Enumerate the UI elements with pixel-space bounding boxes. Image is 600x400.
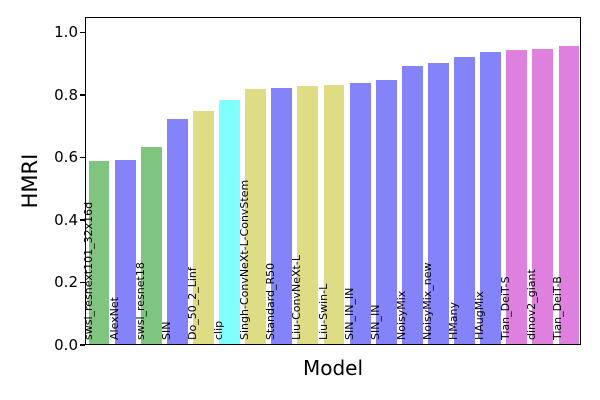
y-tick-mark [80, 281, 85, 284]
x-axis-label: Model [302, 356, 364, 380]
bar-label: SIN [159, 321, 173, 340]
bar [532, 48, 554, 344]
bar [480, 51, 502, 344]
bar-label: Liu-ConvNeXt-L [290, 255, 304, 340]
bar-label: swsl_resnext101_32x16d [81, 201, 95, 340]
bar [506, 50, 528, 344]
bar-label: HAugMix [473, 291, 487, 340]
bar-label: HMany [447, 302, 461, 340]
bar-label: Do_50_2_Linf [185, 267, 199, 340]
y-tick-label: 0.4 [54, 210, 78, 229]
y-axis-label: HMRI [18, 153, 42, 209]
bar [558, 45, 580, 344]
bar [114, 159, 136, 344]
bar [401, 65, 423, 344]
bar [193, 111, 214, 344]
bar [375, 80, 397, 344]
bar-label: clip [212, 320, 226, 340]
plot-area: swsl_resnext101_32x16d AlexNet swsl_resnet… [81, 17, 581, 345]
y-tick-mark [80, 219, 85, 221]
bar-label: Standard_R50 [264, 262, 278, 340]
y-tick-mark [80, 94, 85, 96]
bar-label: Singh-ConvNeXt-L-ConvStem [238, 179, 252, 340]
bar-label: AlexNet [107, 297, 121, 340]
y-tick-mark [80, 156, 85, 159]
bar [245, 89, 267, 344]
bar [427, 62, 449, 344]
y-tick-mark [80, 31, 85, 34]
bar-label: SIN_IN_IN [342, 287, 356, 340]
bar [297, 86, 319, 344]
bar-label: NoisyMix_new [420, 262, 434, 340]
y-tick-label: 0.6 [54, 148, 78, 167]
bar-label: dinov2_giant [525, 269, 539, 340]
y-tick-mark [80, 344, 85, 346]
bar-label: SIN_IN [368, 304, 382, 340]
bar-label: Liu-Swin-L [316, 283, 330, 340]
bar [323, 84, 345, 344]
bar [140, 147, 162, 344]
bar [219, 100, 240, 344]
y-tick-label: 0.8 [54, 85, 78, 104]
bar [166, 119, 188, 344]
bar-label: NoisyMix [394, 290, 408, 340]
y-tick-label: 0.2 [54, 273, 78, 292]
bar [271, 87, 293, 344]
bar [454, 56, 475, 344]
y-tick-label: 0.0 [54, 335, 78, 354]
bar-label: Tian_DeiT-S [499, 276, 513, 340]
bar [88, 161, 110, 344]
y-tick-label: 1.0 [54, 23, 78, 42]
bar-label: swsl_resnet18 [133, 262, 147, 340]
bar-label: Tian_DeiT-B [551, 276, 565, 340]
bar [349, 83, 371, 344]
